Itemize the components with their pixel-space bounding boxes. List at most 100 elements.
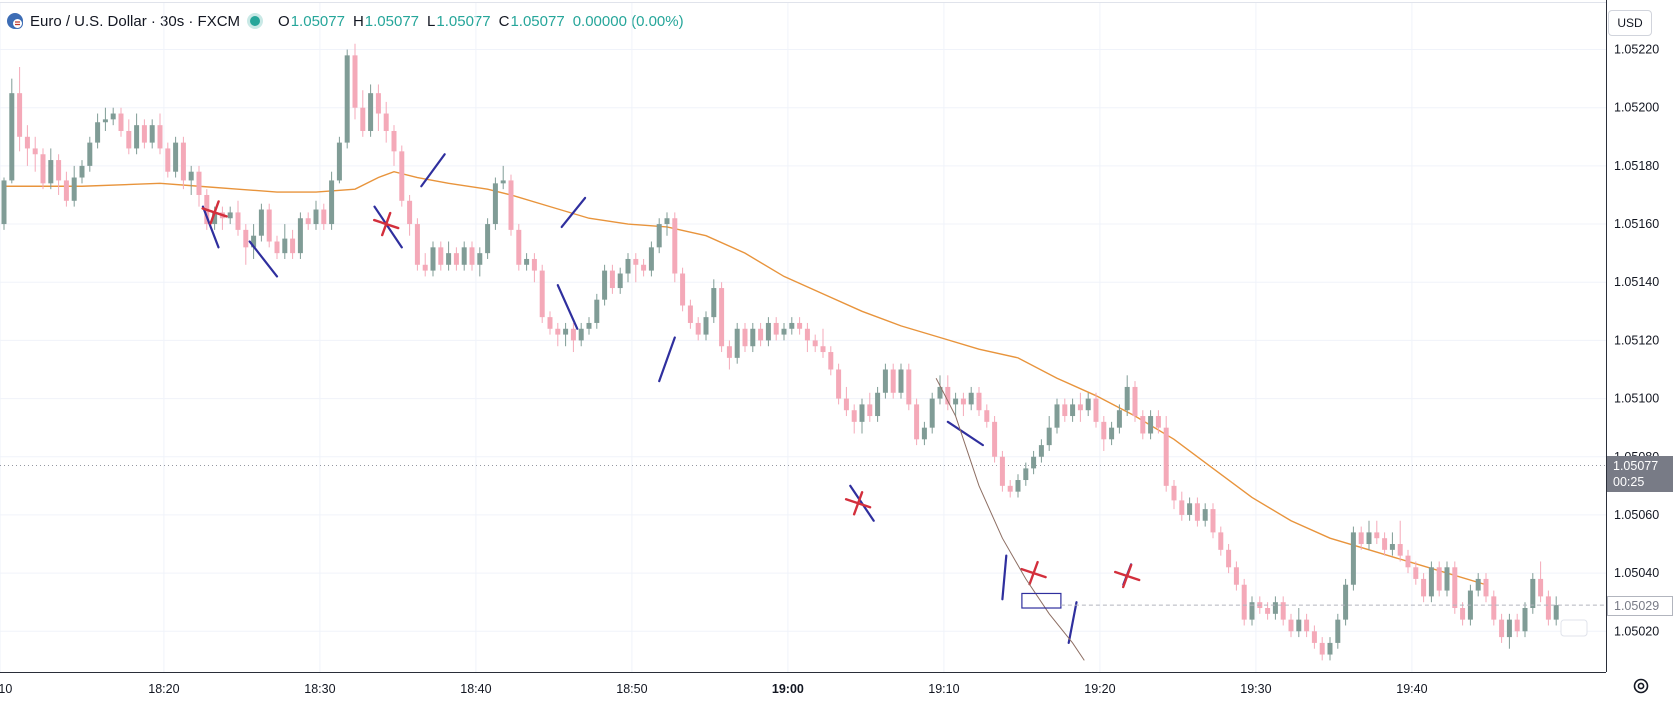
candle-body [1148,416,1154,434]
candle [945,375,951,411]
candle-body [672,218,678,274]
low-value: 1.05077 [436,12,491,30]
candle-body [32,148,38,155]
candle [407,194,413,236]
candle-body [110,113,116,120]
candle-body [1070,404,1076,417]
candle-body [126,130,132,149]
rectangle-drawing [1021,592,1062,609]
candle-body [95,122,101,143]
candle [1319,637,1325,661]
candle [1226,544,1232,574]
candle [157,113,163,155]
candle-body [1499,619,1505,638]
candle [282,224,288,259]
gear-icon[interactable] [1632,677,1650,695]
candle [243,224,249,265]
candle-body [1194,503,1200,521]
candle [79,160,85,184]
candle [687,299,693,329]
candle-body [1179,500,1185,515]
candle-body [570,328,576,341]
change-value: 0.00000 (0.00%) [572,12,684,30]
candle-body [648,247,654,271]
candle [1272,596,1278,620]
candle [968,386,974,411]
candle [851,404,857,434]
candle-body [165,148,171,172]
candle [430,241,436,277]
trend-line [946,420,985,447]
cross-stroke [209,200,220,225]
candle [992,416,998,463]
candle-body [1530,578,1536,609]
moving-average-line [4,170,1487,586]
candle [1421,573,1427,603]
price-tick-label: 1.05060 [1614,508,1659,522]
last-price-tag: 1.05077 00:25 [1607,456,1673,492]
candle [828,346,834,376]
candle [695,317,701,341]
currency-button[interactable]: USD [1608,10,1652,36]
candle-body [383,113,389,131]
position-price-tag: 1.05029 [1607,596,1673,616]
candle-body [516,229,522,265]
candle [1296,608,1302,638]
candle-body [984,410,990,422]
drawings-layer[interactable] [201,153,1606,661]
candle-body [555,328,561,335]
candle [1304,613,1310,638]
candle-body [953,398,959,405]
candle-body [1023,468,1029,481]
time-axis-labels[interactable]: 8:10 18:20 18:30 18:40 18:50 19:00 19:10 19:20 1… [0,682,1428,696]
candle [867,392,873,422]
candle-body [1327,642,1333,655]
candle [1343,578,1349,626]
candle [1366,520,1372,550]
candle-body [906,369,912,405]
candle-body [804,328,810,341]
price-tick-label: 1.05220 [1614,43,1659,57]
eurusd-flag-icon[interactable] [6,12,24,30]
symbol-title[interactable]: Euro / U.S. Dollar · 30s · FXCM [30,12,241,30]
candle-body [134,125,140,149]
candle [1148,410,1154,440]
candle [719,282,725,353]
candle-body [1202,509,1208,521]
candle [313,200,319,230]
candle-body [563,328,569,335]
candle-body [1288,619,1294,632]
candle [1374,520,1380,545]
candle [1194,497,1200,527]
candle-body [976,392,982,411]
price-axis-labels[interactable]: 1.05220 1.05200 1.05180 1.05160 1.05140 1.051… [1614,43,1659,639]
trend-line [556,284,579,330]
candle-body [1296,619,1302,632]
candle [266,203,272,248]
candle-body [812,340,818,347]
candle [531,253,537,283]
candle-body [274,241,280,254]
candle-body [680,273,686,306]
candle-body [758,328,764,341]
candle [547,311,553,335]
candle [48,148,54,190]
candle [196,165,202,207]
candle [56,154,62,195]
candle-body [1350,532,1356,585]
candle [664,212,670,236]
candle [1077,392,1083,422]
candle-body [118,113,124,131]
candle-body [305,218,311,225]
candle-body [797,322,803,329]
candle [1031,450,1037,475]
candle [929,392,935,434]
low-key: L [427,12,436,30]
candle-body [1374,532,1380,539]
candle-body [1140,416,1146,434]
candle [921,421,927,446]
candle [438,241,444,271]
candle-body [1155,416,1161,428]
candle [1015,474,1021,498]
